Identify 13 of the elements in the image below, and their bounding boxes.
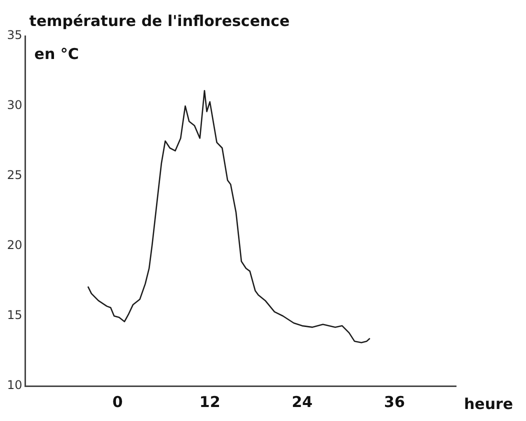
x-tick-label: 12 [199,392,220,411]
y-tick-label: 25 [6,168,22,182]
y-tick-label: 10 [6,378,22,392]
x-axis-title: heure [464,395,514,413]
y-tick-label: 35 [6,28,22,42]
y-tick-label: 30 [6,98,22,112]
x-tick-label: 24 [292,392,313,411]
chart-title: température de l'inflorescence [29,12,290,30]
x-tick-label: 0 [112,392,123,411]
y-tick-label: 20 [6,238,22,252]
y-axis-title: en °C [34,45,79,63]
x-tick-label: 36 [384,392,405,411]
y-tick-label: 15 [6,308,22,322]
